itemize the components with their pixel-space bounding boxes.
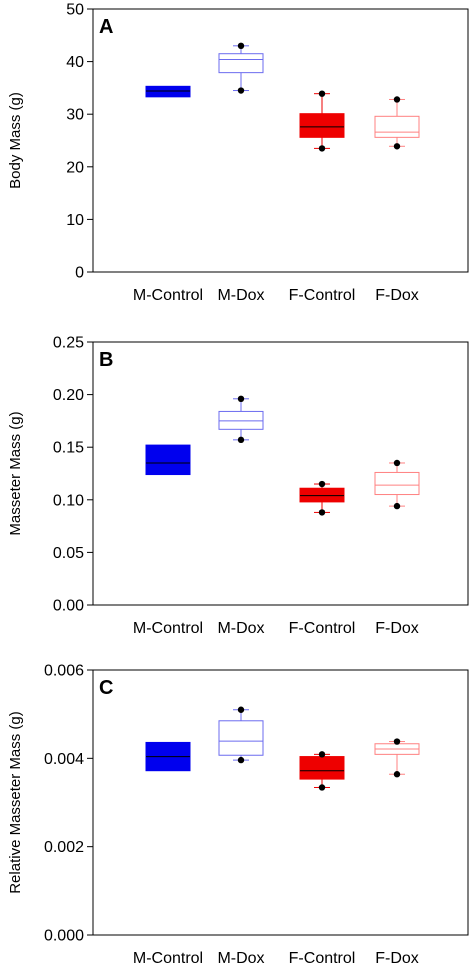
y-tick-label: 0.20 bbox=[53, 387, 84, 404]
box-body bbox=[218, 720, 264, 756]
box-f-control bbox=[299, 90, 345, 152]
y-tick-label: 0.25 bbox=[53, 335, 84, 352]
outlier-point bbox=[393, 459, 401, 467]
y-tick-label: 0.002 bbox=[44, 839, 84, 856]
y-axis-title: Masseter Mass (g) bbox=[7, 411, 24, 535]
box-m-dox bbox=[218, 395, 264, 444]
plot-frame bbox=[92, 669, 469, 936]
box-body bbox=[299, 487, 345, 503]
box-body bbox=[218, 410, 264, 430]
panel-b: 0.00 0.05 0.10 0.15 0.20 0.25 Masseter Mass (g… bbox=[7, 335, 469, 637]
x-category-label: F-Control bbox=[289, 950, 356, 965]
box-body bbox=[218, 53, 264, 74]
box-f-dox bbox=[374, 459, 420, 510]
box-f-dox bbox=[374, 738, 420, 778]
outlier-point bbox=[237, 706, 245, 713]
outlier-point bbox=[237, 395, 245, 403]
y-tick-label: 20 bbox=[66, 159, 84, 176]
y-tick-label: 40 bbox=[66, 54, 84, 71]
panel-label: A bbox=[99, 16, 113, 38]
box-f-control bbox=[299, 480, 345, 516]
panel-label: B bbox=[99, 349, 113, 371]
y-tick-label: 10 bbox=[66, 212, 84, 229]
plot-frame bbox=[92, 8, 469, 273]
y-axis-title: Body Mass (g) bbox=[7, 92, 24, 189]
y-axis-title: Relative Masseter Mass (g) bbox=[7, 711, 24, 894]
x-category-label: F-Dox bbox=[375, 620, 419, 637]
outlier-point bbox=[393, 96, 401, 103]
outlier-point bbox=[237, 756, 245, 764]
box-m-control bbox=[145, 85, 191, 98]
outlier-point bbox=[237, 42, 245, 50]
x-category-label: F-Dox bbox=[375, 287, 419, 304]
x-category-label: F-Dox bbox=[375, 950, 419, 965]
box-body bbox=[374, 115, 420, 138]
box-body bbox=[145, 444, 191, 476]
x-category-label: M-Dox bbox=[217, 287, 264, 304]
outlier-point bbox=[318, 90, 326, 97]
y-tick-label: 0.006 bbox=[44, 663, 84, 680]
y-tick-label: 0 bbox=[75, 265, 84, 282]
panel-label: C bbox=[99, 677, 113, 699]
outlier-point bbox=[318, 480, 326, 488]
x-category-label: F-Control bbox=[289, 620, 356, 637]
x-category-label: M-Control bbox=[133, 950, 203, 965]
box-body bbox=[145, 85, 191, 98]
panel-c: 0.000 0.002 0.004 0.006 Relative Masseter Ma… bbox=[7, 663, 469, 965]
outlier-point bbox=[393, 502, 401, 510]
box-m-control bbox=[145, 741, 191, 772]
outlier-point bbox=[318, 784, 326, 791]
box-body bbox=[299, 113, 345, 138]
box-m-control bbox=[145, 444, 191, 476]
y-tick-label: 0.000 bbox=[44, 928, 84, 945]
y-tick-label: 30 bbox=[66, 107, 84, 124]
outlier-point bbox=[318, 751, 326, 758]
y-tick-label: 0.004 bbox=[44, 751, 84, 768]
outlier-point bbox=[318, 509, 326, 516]
box-m-dox bbox=[218, 42, 264, 94]
y-tick-label: 50 bbox=[66, 2, 84, 19]
outlier-point bbox=[237, 436, 245, 444]
y-tick-label: 0.15 bbox=[53, 440, 84, 457]
x-category-label: M-Control bbox=[133, 287, 203, 304]
outlier-point bbox=[393, 143, 401, 150]
outlier-point bbox=[393, 738, 401, 745]
box-f-control bbox=[299, 751, 345, 791]
x-category-label: M-Control bbox=[133, 620, 203, 637]
box-f-dox bbox=[374, 96, 420, 150]
box-m-dox bbox=[218, 706, 264, 764]
x-category-label: M-Dox bbox=[217, 950, 264, 965]
box-body bbox=[299, 756, 345, 780]
outlier-point bbox=[393, 771, 401, 778]
outlier-point bbox=[318, 145, 326, 152]
y-tick-label: 0.05 bbox=[53, 545, 84, 562]
y-tick-label: 0.00 bbox=[53, 598, 84, 615]
plot-frame bbox=[92, 341, 469, 606]
y-tick-label: 0.10 bbox=[53, 492, 84, 509]
box-body bbox=[374, 471, 420, 496]
outlier-point bbox=[237, 87, 245, 94]
panel-a: 0 10 20 30 40 50 Body Mass (g) A M-Control M-Dox F… bbox=[7, 2, 469, 304]
x-category-label: F-Control bbox=[289, 287, 356, 304]
x-category-label: M-Dox bbox=[217, 620, 264, 637]
